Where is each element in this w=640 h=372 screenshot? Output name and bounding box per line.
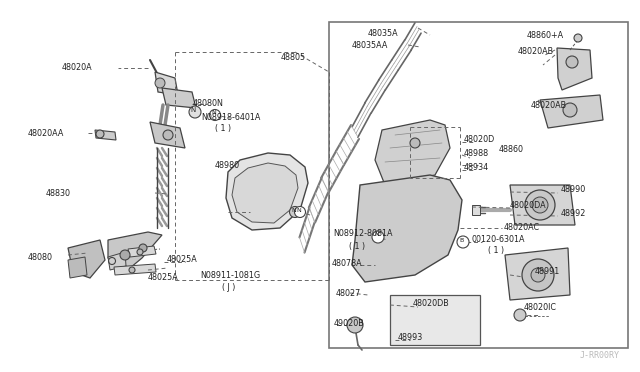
Text: J-RR00RY: J-RR00RY — [580, 351, 620, 360]
Text: 48860+A: 48860+A — [527, 32, 564, 41]
Text: 48860: 48860 — [499, 145, 524, 154]
Circle shape — [574, 34, 582, 42]
Text: 48020AA: 48020AA — [28, 128, 65, 138]
Text: N08911-1081G: N08911-1081G — [200, 272, 260, 280]
Text: B: B — [459, 238, 463, 244]
Polygon shape — [108, 232, 162, 268]
Polygon shape — [114, 264, 156, 275]
Circle shape — [566, 56, 578, 68]
Circle shape — [457, 236, 469, 248]
Circle shape — [163, 130, 173, 140]
Bar — [390, 295, 480, 345]
Text: 48020IC: 48020IC — [524, 304, 557, 312]
Polygon shape — [150, 122, 185, 148]
Polygon shape — [540, 95, 603, 128]
Polygon shape — [232, 163, 298, 223]
Text: 48993: 48993 — [398, 334, 423, 343]
Text: N08912-8081A: N08912-8081A — [333, 230, 392, 238]
Circle shape — [514, 309, 526, 321]
Text: ( 1 ): ( 1 ) — [215, 125, 231, 134]
Circle shape — [189, 106, 201, 118]
Circle shape — [525, 190, 555, 220]
Polygon shape — [95, 130, 116, 140]
Text: N: N — [291, 208, 296, 212]
Text: 48020A: 48020A — [62, 64, 93, 73]
Text: N: N — [211, 110, 216, 115]
Polygon shape — [162, 88, 196, 108]
Circle shape — [120, 250, 130, 260]
Polygon shape — [155, 72, 178, 95]
Text: 00120-6301A: 00120-6301A — [471, 234, 525, 244]
Text: 48020D: 48020D — [464, 135, 495, 144]
Polygon shape — [352, 175, 462, 282]
Circle shape — [294, 206, 305, 218]
Polygon shape — [68, 257, 87, 278]
Text: 48078A: 48078A — [332, 260, 363, 269]
Text: N: N — [374, 232, 379, 237]
Text: 48020DB: 48020DB — [413, 298, 450, 308]
Text: 48805: 48805 — [281, 52, 306, 61]
Text: N: N — [296, 208, 301, 214]
Polygon shape — [226, 153, 308, 230]
Circle shape — [563, 103, 577, 117]
Polygon shape — [128, 246, 156, 257]
Circle shape — [129, 267, 135, 273]
Text: 48992: 48992 — [561, 208, 586, 218]
Text: 48080: 48080 — [28, 253, 53, 262]
Circle shape — [137, 249, 143, 255]
Circle shape — [522, 259, 554, 291]
Text: N: N — [190, 107, 195, 113]
Text: N08918-6401A: N08918-6401A — [201, 112, 260, 122]
Circle shape — [410, 138, 420, 148]
Text: 49020B: 49020B — [334, 320, 365, 328]
Polygon shape — [375, 120, 450, 185]
Polygon shape — [108, 252, 126, 270]
Polygon shape — [510, 185, 575, 225]
Text: 48980: 48980 — [215, 160, 240, 170]
Circle shape — [347, 317, 363, 333]
Text: ( 1 ): ( 1 ) — [488, 247, 504, 256]
Text: 48020AC: 48020AC — [504, 222, 540, 231]
Text: 48020AB: 48020AB — [531, 102, 567, 110]
Text: 48025A: 48025A — [148, 273, 179, 282]
Text: 48988: 48988 — [464, 150, 489, 158]
Circle shape — [139, 244, 147, 252]
Polygon shape — [472, 205, 480, 215]
Circle shape — [372, 231, 384, 243]
Text: 48991: 48991 — [535, 267, 560, 276]
Text: 48990: 48990 — [561, 186, 586, 195]
Text: 48025A: 48025A — [167, 256, 198, 264]
Circle shape — [531, 268, 545, 282]
Text: 48035AA: 48035AA — [352, 41, 388, 49]
Text: 48020DA: 48020DA — [510, 201, 547, 209]
Polygon shape — [68, 240, 105, 278]
Circle shape — [155, 78, 165, 88]
Text: 48035A: 48035A — [368, 29, 399, 38]
Text: 48080N: 48080N — [193, 99, 224, 108]
Circle shape — [289, 206, 301, 218]
Text: 48934: 48934 — [464, 164, 489, 173]
Polygon shape — [505, 248, 570, 300]
Text: ( J ): ( J ) — [222, 283, 236, 292]
Polygon shape — [557, 48, 592, 90]
Circle shape — [532, 197, 548, 213]
Circle shape — [209, 109, 221, 121]
Text: ( 1 ): ( 1 ) — [349, 241, 365, 250]
Circle shape — [96, 130, 104, 138]
Text: 48020AB: 48020AB — [518, 48, 554, 57]
Text: 48027: 48027 — [336, 289, 361, 298]
Bar — [329, 22, 628, 348]
Text: 48830: 48830 — [46, 189, 71, 199]
